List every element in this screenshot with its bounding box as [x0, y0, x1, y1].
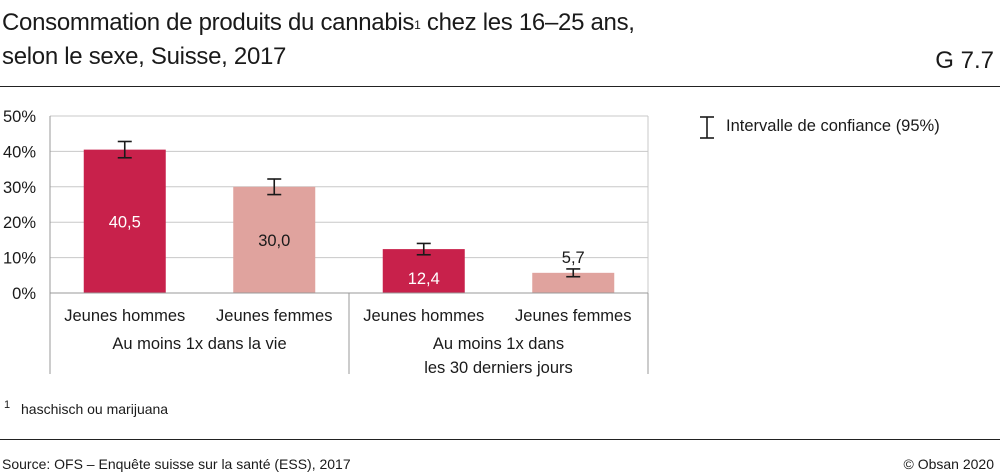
axis-layer: 0% 10% 20% 30% 40% 50% Jeunes hommes Jeunes fem… [3, 108, 649, 377]
bar [382, 249, 465, 293]
chart-code: G 7.7 [935, 47, 994, 74]
bars-layer: 40,5 30,0 12,4 5,7 [83, 140, 615, 293]
chart-title: Consommation de produits du cannabis1 ch… [2, 6, 635, 74]
bottom-rule [0, 439, 1000, 440]
copyright-text: © Obsan 2020 [903, 456, 995, 472]
data-label: 12,4 [408, 270, 440, 288]
bar [83, 149, 166, 293]
y-tick-label: 10% [3, 250, 36, 268]
source-text: Source: OFS – Enquête suisse sur la sant… [2, 456, 351, 472]
x-group-label: les 30 derniers jours [424, 359, 573, 377]
y-tick-label: 20% [3, 214, 36, 232]
footnote-mark: 1 [4, 399, 11, 411]
x-group-label: Au moins 1x dans [433, 335, 564, 353]
x-category-label: Jeunes femmes [216, 307, 332, 325]
title-line1-rest: chez les 16–25 ans, [420, 9, 635, 36]
error-bar [267, 178, 282, 196]
y-tick-label: 40% [3, 143, 36, 161]
bar [233, 186, 316, 293]
y-tick-label: 50% [3, 108, 36, 126]
title-footnote-mark: 1 [414, 18, 421, 32]
error-bar [416, 242, 431, 256]
error-bar [117, 140, 132, 159]
title-line1: Consommation de produits du cannabis [2, 9, 415, 36]
y-tick-label: 0% [12, 285, 36, 303]
legend-ci-symbol [700, 116, 714, 139]
data-label: 30,0 [258, 232, 290, 250]
footnote-text: haschisch ou marijuana [21, 401, 169, 417]
x-category-label: Jeunes femmes [515, 307, 631, 325]
data-label: 40,5 [109, 213, 141, 231]
x-category-label: Jeunes hommes [64, 307, 185, 325]
error-bar [566, 268, 581, 278]
bar [532, 272, 615, 293]
top-rule [0, 86, 1000, 87]
x-category-label: Jeunes hommes [363, 307, 484, 325]
y-tick-label: 30% [3, 179, 36, 197]
legend-layer [700, 116, 714, 139]
data-label: 5,7 [562, 249, 585, 267]
x-group-label: Au moins 1x dans la vie [112, 335, 286, 353]
legend-ci-label: Intervalle de confiance (95%) [726, 117, 940, 135]
title-line2: selon le sexe, Suisse, 2017 [2, 43, 287, 70]
